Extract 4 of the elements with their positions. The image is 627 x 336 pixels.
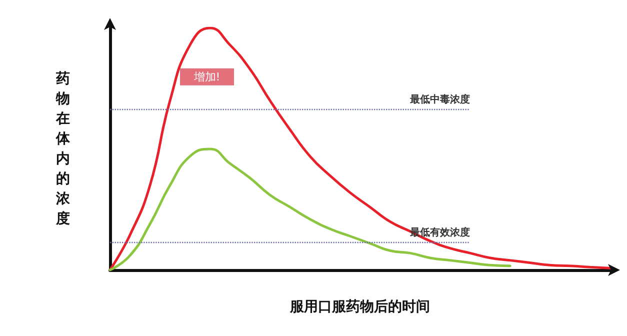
y-axis-title: 药物在体内的浓度 [55,71,71,227]
annotation: 增加! [192,70,220,84]
ref-line-label: 最低中毒浓度 [409,94,470,106]
x-axis-title: 服用口服药物后的时间 [289,298,430,315]
